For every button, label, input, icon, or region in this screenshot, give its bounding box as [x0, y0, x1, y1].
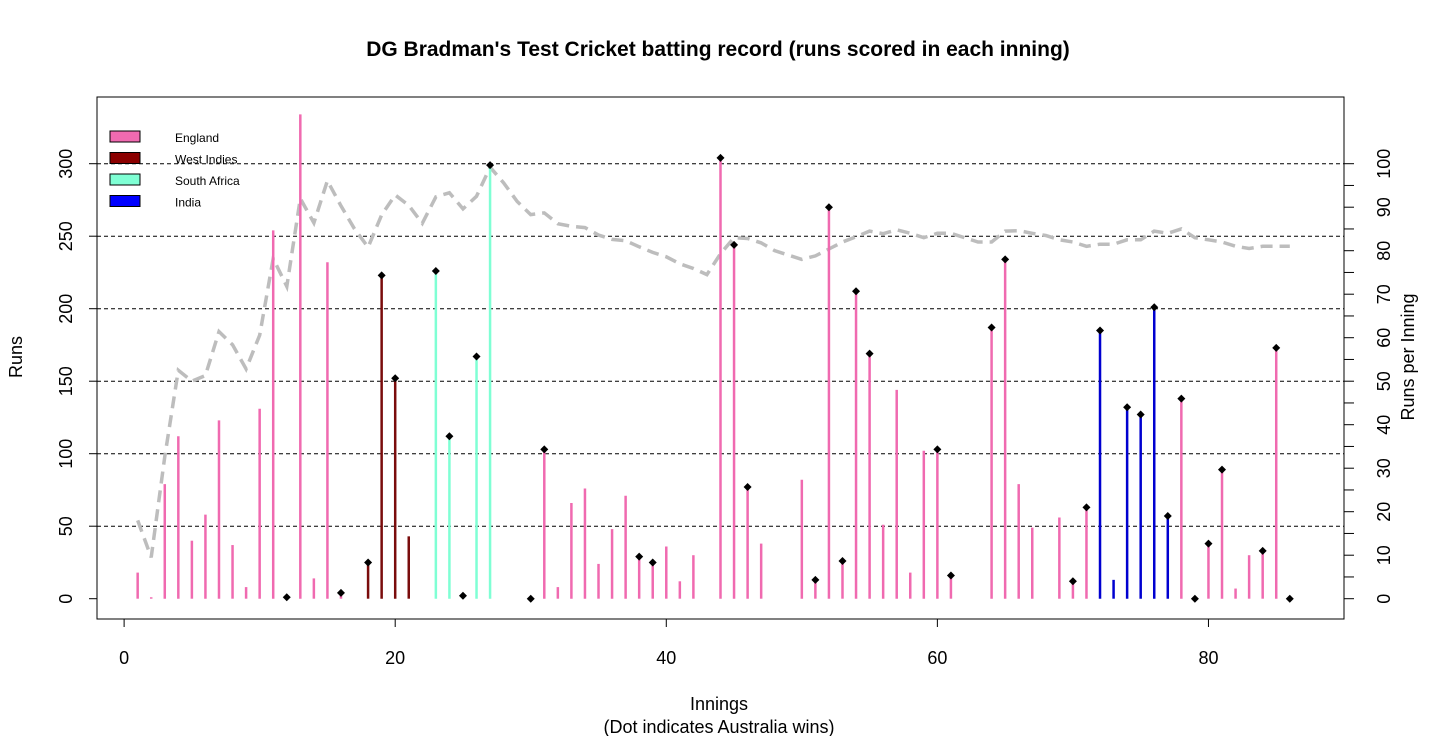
win-dot: [838, 557, 847, 565]
running-average-path: [136, 164, 1290, 558]
win-dot: [1082, 503, 1091, 512]
win-dot: [472, 352, 481, 361]
win-dot: [1177, 394, 1186, 403]
win-dot: [1190, 594, 1199, 603]
win-dot: [445, 432, 454, 441]
win-dot: [946, 571, 955, 580]
y-axis-right-label: Runs per Inning: [1398, 293, 1418, 420]
y-tick-label: 100: [56, 439, 76, 469]
win-dot: [635, 552, 644, 561]
legend-label: India: [175, 196, 201, 210]
win-dot: [282, 593, 291, 602]
y-right-tick-label: 0: [1374, 594, 1394, 604]
x-axis: 0 20 40 60 80: [119, 619, 1218, 668]
y-tick-label: 150: [56, 366, 76, 396]
legend-swatch: [109, 173, 141, 186]
x-axis-label: Innings: [690, 694, 748, 714]
y-tick-label: 300: [56, 149, 76, 179]
win-dot: [1163, 512, 1172, 521]
chart-title: DG Bradman's Test Cricket batting record…: [366, 38, 1070, 61]
y-right-tick-label: 30: [1374, 458, 1394, 478]
win-dot: [987, 323, 996, 332]
win-dot: [526, 594, 535, 603]
legend-label: West Indies: [175, 153, 237, 167]
win-dot: [364, 558, 373, 567]
legend-swatch: [109, 130, 141, 143]
win-dot: [1204, 539, 1213, 548]
x-axis-note: (Dot indicates Australia wins): [603, 717, 834, 736]
win-dot: [933, 445, 942, 454]
win-dot: [1272, 343, 1281, 352]
x-tick-label: 60: [927, 648, 947, 668]
y-right-tick-label: 100: [1374, 149, 1394, 179]
win-dot: [486, 161, 495, 170]
legend-label: South Africa: [175, 174, 240, 188]
win-dot: [1001, 255, 1010, 264]
y-right-tick-label: 50: [1374, 371, 1394, 391]
legend-swatch: [109, 195, 141, 207]
win-dot: [540, 445, 549, 454]
win-dot: [824, 203, 833, 212]
legend-label: England: [175, 131, 219, 145]
plot-frame: [96, 96, 1345, 620]
win-dot: [743, 483, 752, 492]
win-dot: [1096, 326, 1105, 335]
y-right-tick-label: 20: [1374, 502, 1394, 522]
win-dot: [716, 153, 725, 162]
win-dot: [730, 240, 739, 249]
win-dot: [458, 591, 467, 600]
win-dot: [1258, 546, 1267, 555]
y-axis-label: Runs: [6, 336, 26, 378]
win-dot: [1218, 465, 1227, 474]
win-dot: [1123, 403, 1132, 412]
win-dot: [431, 267, 440, 275]
legend-swatch: [109, 152, 141, 164]
win-dot: [1150, 303, 1159, 312]
legend: England West Indies South Africa India: [109, 130, 240, 210]
win-dot: [1285, 594, 1294, 603]
running-average-line: [136, 164, 1290, 558]
y-right-tick-label: 90: [1374, 197, 1394, 217]
win-dot: [648, 558, 657, 567]
y-right-tick-label: 70: [1374, 284, 1394, 304]
y-axis-right: 0 10 20 30 40 50 60 70 80 90 100: [1344, 149, 1394, 604]
y-tick-label: 0: [56, 594, 76, 604]
x-tick-label: 80: [1198, 648, 1218, 668]
win-dot: [865, 349, 874, 358]
y-right-tick-label: 80: [1374, 241, 1394, 261]
y-tick-label: 50: [56, 516, 76, 536]
x-tick-label: 20: [385, 648, 405, 668]
win-dot: [377, 271, 386, 280]
win-dots: [282, 153, 1294, 603]
y-right-tick-label: 60: [1374, 328, 1394, 348]
win-dot: [1068, 577, 1077, 586]
y-tick-label: 250: [56, 221, 76, 251]
y-tick-label: 200: [56, 294, 76, 324]
y-axis-left: 0 50 100 150 200 250 300: [56, 149, 97, 604]
y-right-tick-label: 40: [1374, 415, 1394, 435]
innings-bars: [136, 114, 1278, 599]
y-right-tick-label: 10: [1374, 545, 1394, 565]
win-dot: [811, 575, 820, 584]
x-tick-label: 40: [656, 648, 676, 668]
win-dot: [336, 588, 345, 597]
x-tick-label: 0: [119, 648, 129, 668]
win-dot: [852, 287, 861, 296]
win-dot: [1136, 410, 1145, 419]
win-dot: [391, 374, 400, 383]
